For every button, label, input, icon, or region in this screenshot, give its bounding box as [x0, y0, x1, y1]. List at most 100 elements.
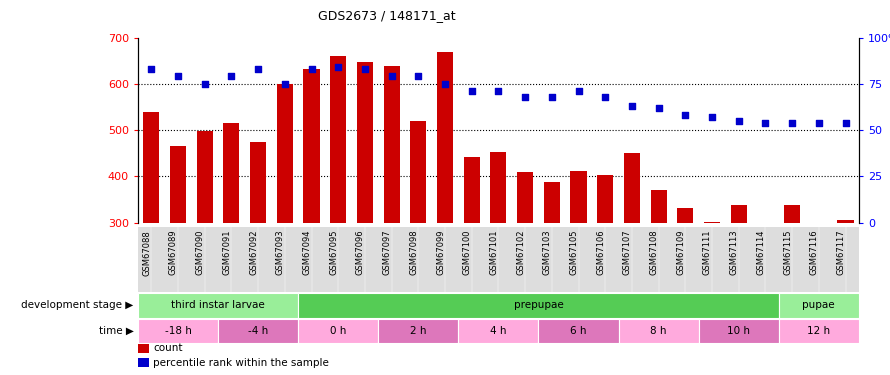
Bar: [651, 190, 667, 223]
Bar: [197, 131, 213, 223]
Point: [171, 74, 185, 80]
Text: GSM67094: GSM67094: [303, 230, 312, 275]
Point: [732, 118, 746, 124]
Bar: [277, 84, 293, 223]
Point: [384, 74, 399, 80]
Bar: [384, 66, 400, 223]
Text: 4 h: 4 h: [490, 326, 506, 336]
Point: [331, 64, 345, 70]
Text: 0 h: 0 h: [330, 326, 346, 336]
Bar: [779, 293, 859, 318]
Text: GSM67114: GSM67114: [756, 230, 765, 275]
Bar: [517, 172, 533, 223]
Text: 2 h: 2 h: [410, 326, 426, 336]
Text: GSM67105: GSM67105: [570, 230, 578, 275]
Point: [304, 66, 319, 72]
Point: [491, 88, 506, 94]
Bar: [544, 183, 560, 223]
Text: GSM67116: GSM67116: [810, 230, 819, 275]
Bar: [597, 175, 613, 223]
Bar: [170, 146, 186, 223]
Point: [251, 66, 265, 72]
Bar: [837, 220, 854, 223]
Bar: [699, 319, 779, 343]
Bar: [298, 319, 378, 343]
Point: [144, 66, 158, 72]
Text: -18 h: -18 h: [165, 326, 191, 336]
Point: [545, 94, 559, 100]
Text: GSM67090: GSM67090: [196, 230, 205, 275]
Point: [224, 74, 239, 80]
Bar: [357, 62, 373, 223]
Bar: [704, 222, 720, 223]
Point: [278, 81, 292, 87]
Text: GSM67108: GSM67108: [650, 230, 659, 275]
Bar: [570, 171, 587, 223]
Text: GSM67092: GSM67092: [249, 230, 258, 275]
Text: GDS2673 / 148171_at: GDS2673 / 148171_at: [319, 9, 456, 22]
Text: prepupae: prepupae: [514, 300, 563, 310]
Bar: [378, 319, 458, 343]
Text: GSM67099: GSM67099: [436, 230, 445, 275]
Text: GSM67095: GSM67095: [329, 230, 338, 275]
Bar: [250, 142, 266, 223]
Bar: [330, 56, 346, 223]
Text: pupae: pupae: [803, 300, 835, 310]
Point: [812, 120, 826, 126]
Point: [358, 66, 372, 72]
Point: [678, 112, 692, 118]
Text: GSM67088: GSM67088: [142, 230, 151, 276]
Bar: [410, 121, 426, 223]
Text: GSM67089: GSM67089: [169, 230, 178, 275]
Bar: [223, 123, 239, 223]
Text: 10 h: 10 h: [727, 326, 750, 336]
Bar: [490, 152, 506, 223]
Point: [198, 81, 212, 87]
Text: GSM67117: GSM67117: [837, 230, 845, 275]
Text: GSM67113: GSM67113: [730, 230, 739, 275]
Text: GSM67093: GSM67093: [276, 230, 285, 275]
Text: GSM67097: GSM67097: [383, 230, 392, 275]
Text: time ▶: time ▶: [99, 326, 134, 336]
Point: [438, 81, 452, 87]
Point: [465, 88, 479, 94]
Text: 12 h: 12 h: [807, 326, 830, 336]
Bar: [303, 69, 320, 223]
Bar: [218, 319, 298, 343]
Bar: [619, 319, 699, 343]
Point: [785, 120, 799, 126]
Text: GSM67096: GSM67096: [356, 230, 365, 275]
Text: GSM67109: GSM67109: [676, 230, 685, 275]
Text: 6 h: 6 h: [570, 326, 587, 336]
Point: [411, 74, 425, 80]
Bar: [464, 157, 480, 223]
Text: GSM67111: GSM67111: [703, 230, 712, 275]
Bar: [779, 319, 859, 343]
Text: GSM67107: GSM67107: [623, 230, 632, 275]
Bar: [143, 112, 159, 223]
Text: development stage ▶: development stage ▶: [21, 300, 134, 310]
Bar: [784, 205, 800, 223]
Point: [838, 120, 853, 126]
Bar: [138, 319, 218, 343]
Point: [571, 88, 586, 94]
Bar: [458, 319, 538, 343]
Text: count: count: [153, 343, 182, 353]
Text: GSM67101: GSM67101: [490, 230, 498, 275]
Text: GSM67098: GSM67098: [409, 230, 418, 275]
Point: [598, 94, 612, 100]
Text: third instar larvae: third instar larvae: [171, 300, 265, 310]
Text: GSM67115: GSM67115: [783, 230, 792, 275]
Text: GSM67102: GSM67102: [516, 230, 525, 275]
Bar: [138, 293, 298, 318]
Bar: [298, 293, 779, 318]
Bar: [437, 53, 453, 223]
Text: percentile rank within the sample: percentile rank within the sample: [153, 358, 329, 368]
Text: GSM67106: GSM67106: [596, 230, 605, 275]
Bar: [731, 205, 747, 223]
Text: GSM67100: GSM67100: [463, 230, 472, 275]
Text: GSM67103: GSM67103: [543, 230, 552, 275]
Bar: [624, 153, 640, 223]
Text: 8 h: 8 h: [651, 326, 667, 336]
Point: [705, 114, 719, 120]
